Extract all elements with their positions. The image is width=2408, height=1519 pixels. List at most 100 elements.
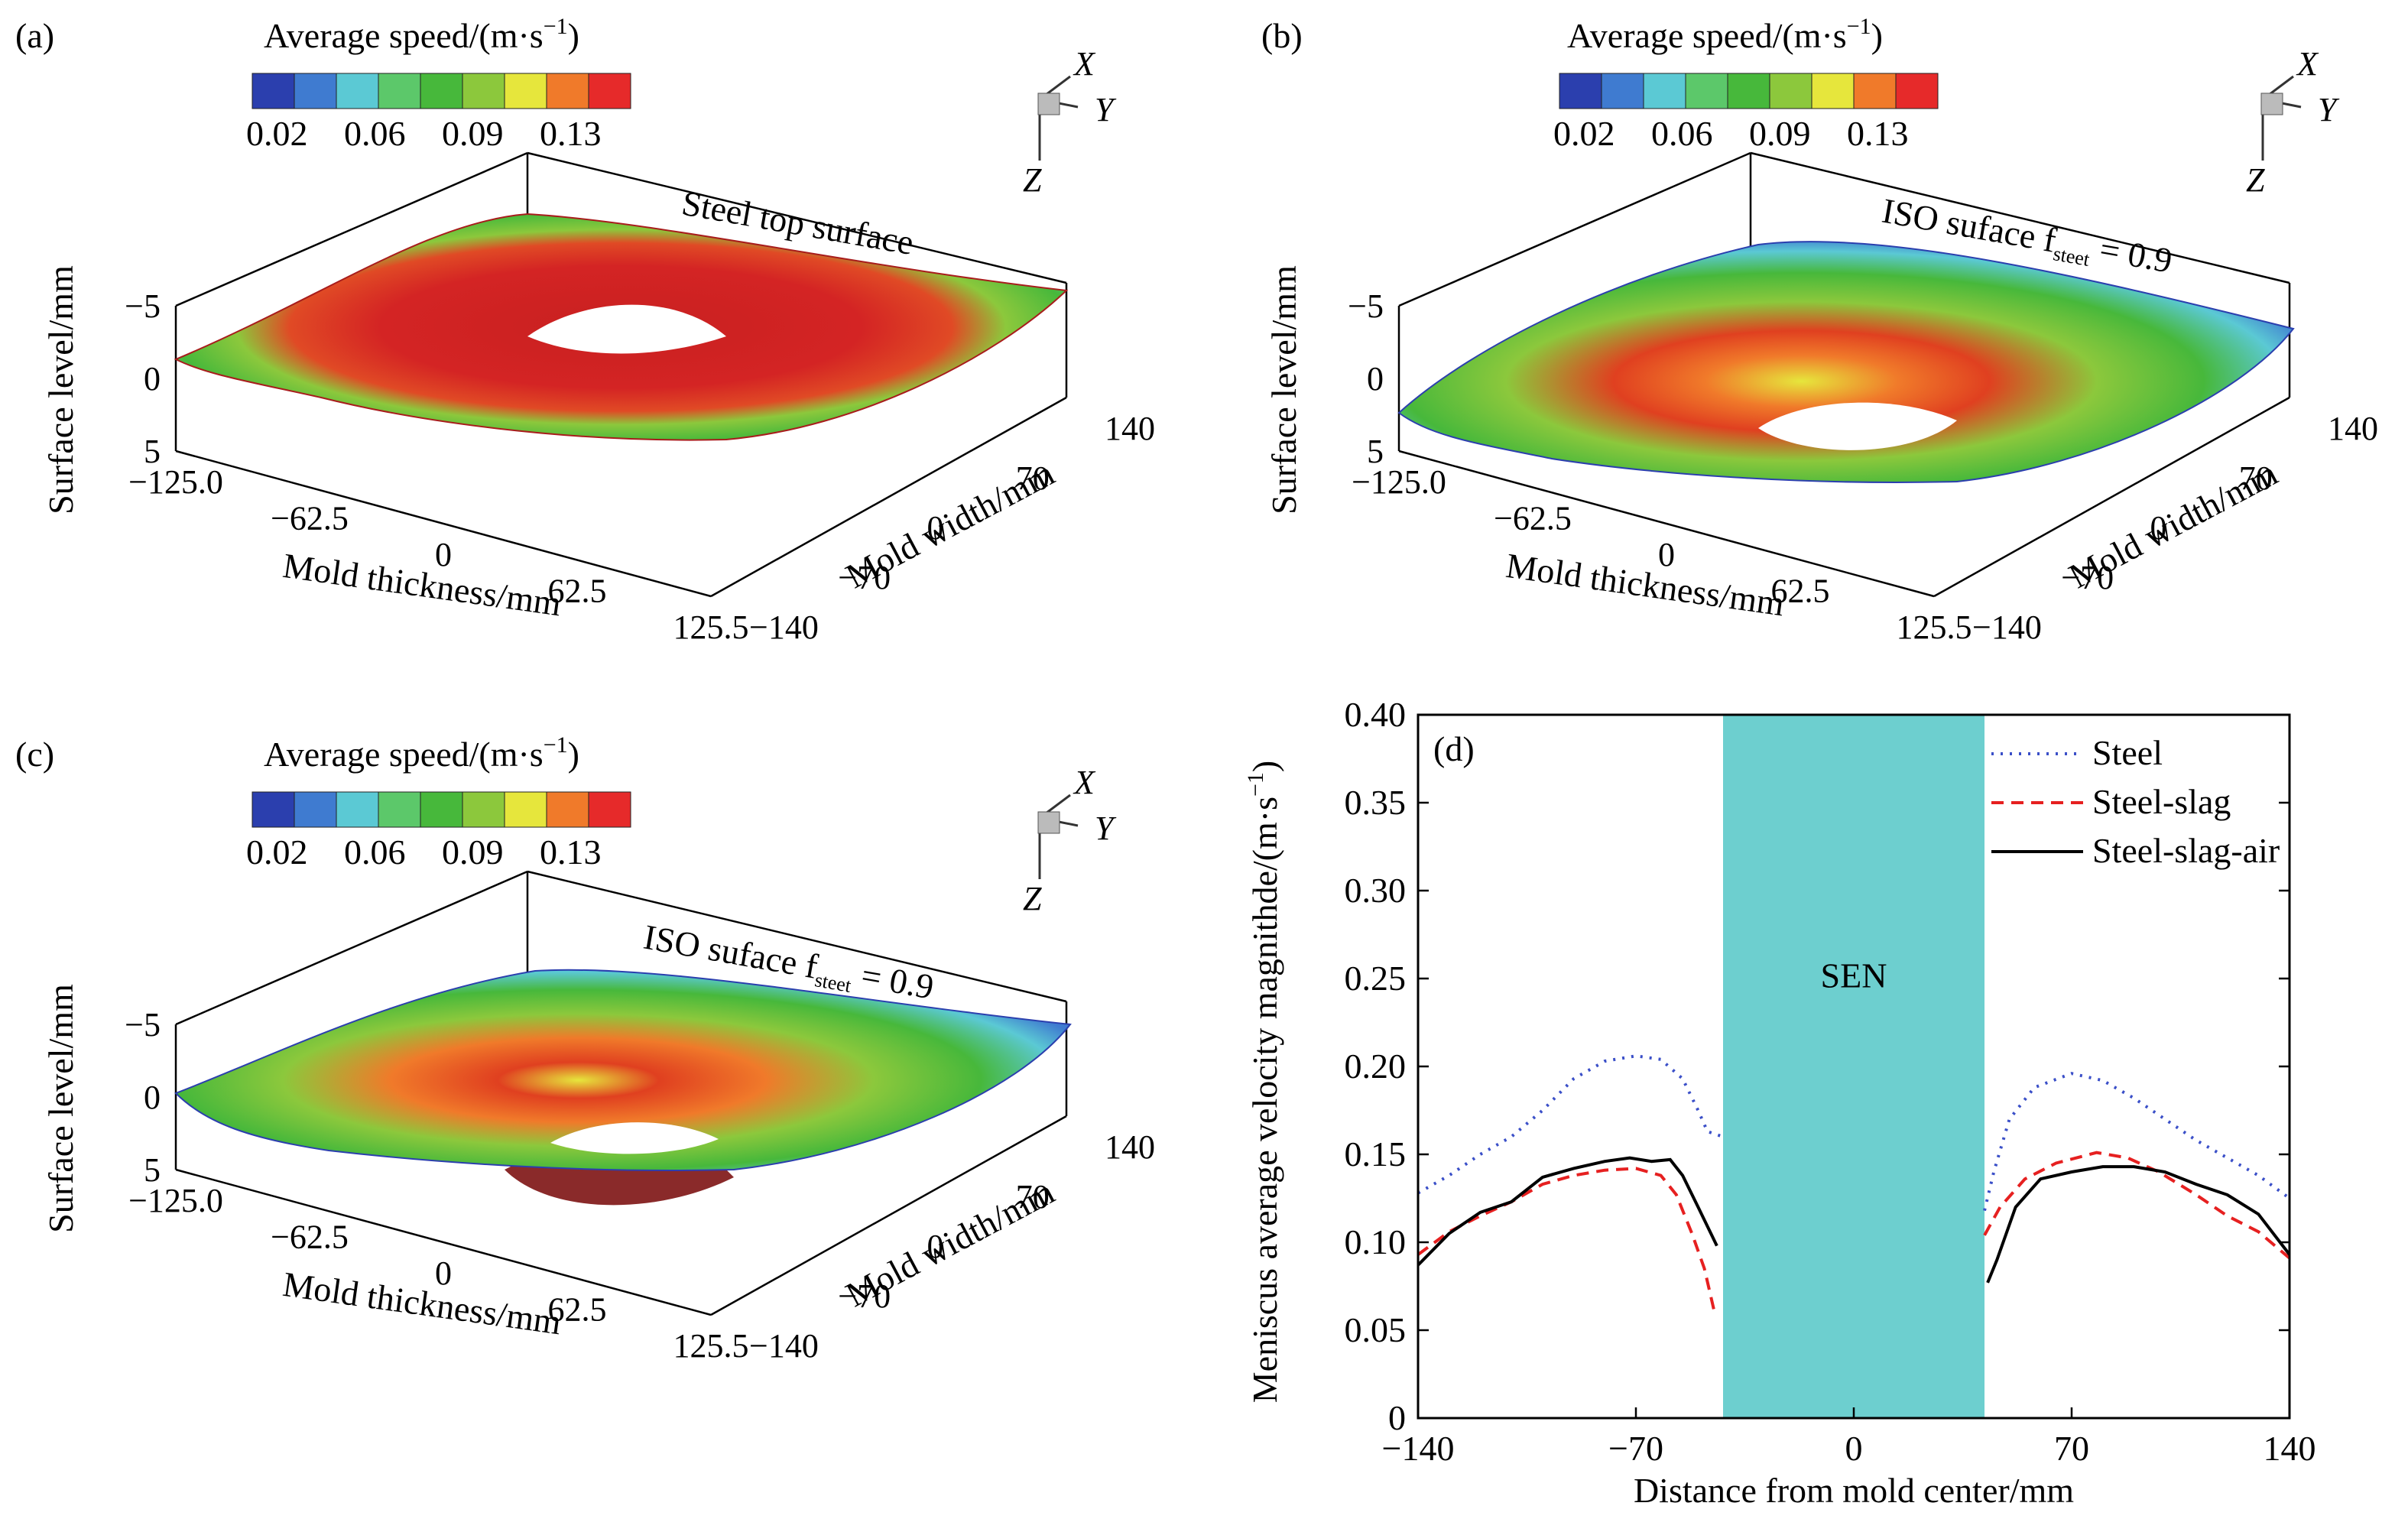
y-tick-label: 0.05	[1345, 1310, 1407, 1349]
thickness-axis-label: Mold thickness/mm	[281, 1264, 563, 1342]
width-tick-label: 70	[1016, 1178, 1050, 1216]
colorbar: Average speed/(m·s−1) 0.02 0.06 0.09 0.13	[1553, 14, 1939, 153]
colorbar-ticks: 0.02 0.06 0.09 0.13	[1553, 114, 1909, 153]
y-tick-label: 0.30	[1345, 871, 1407, 910]
x-tick-label: −70	[1608, 1429, 1663, 1468]
surface-tick-label: −5	[125, 1006, 161, 1044]
colorbar-title: Average speed/(m·s−1)	[264, 14, 579, 55]
colorbar-swatch	[294, 73, 337, 109]
colorbar-tick-label: 0.13	[1847, 114, 1909, 153]
panel-label: (b)	[1261, 16, 1303, 55]
colorbar-swatch	[588, 73, 631, 109]
series-line	[1983, 1072, 2291, 1212]
axis-triad: XY Z	[2246, 45, 2340, 199]
triad-label: X	[1073, 45, 1096, 83]
triad-label: Y	[1095, 810, 1117, 847]
box-edge	[1750, 151, 2290, 284]
colorbar-tick-label: 0.02	[246, 833, 308, 871]
width-tick-label: −140	[1972, 609, 2042, 646]
colorbar-swatch	[546, 73, 589, 109]
width-tick-label: 140	[1105, 410, 1155, 447]
width-tick-label: 0	[927, 509, 944, 547]
panel-a-figure: (a) Average speed/(m·s−1) 0.02 0.06 0.09 0.…	[15, 14, 1155, 646]
colorbar-ticks: 0.02 0.06 0.09 0.13	[246, 833, 602, 871]
sen-band	[1723, 715, 1984, 1418]
iso-surface	[1397, 241, 2295, 483]
colorbar-tick-label: 0.13	[540, 114, 602, 153]
plot-frame	[1417, 713, 2291, 1420]
width-tick-label: 70	[1016, 459, 1050, 497]
surface-tick-label: −5	[1348, 287, 1384, 325]
triad-label: Y	[1095, 91, 1117, 128]
y-axis-label: Meniscus average velocity magnithde/(m·s…	[1243, 761, 1284, 1404]
colorbar-swatch	[420, 791, 463, 828]
legend-label: Steel-slag	[2092, 782, 2231, 821]
thickness-tick-label: −62.5	[271, 500, 349, 537]
y-tick-label: 0.40	[1345, 695, 1407, 734]
colorbar-tick-label: 0.02	[246, 114, 308, 153]
width-tick-label: 70	[2239, 459, 2273, 497]
surface-axis-label: Surface level/mm	[41, 984, 80, 1233]
box-edge	[527, 151, 1067, 284]
colorbar: Average speed/(m·s−1) 0.02 0.06 0.09 0.13	[246, 732, 631, 871]
triad-label: Y	[2318, 91, 2340, 128]
colorbar-swatch	[252, 791, 295, 828]
colorbar: Average speed/(m·s−1) 0.02 0.06 0.09 0.13	[246, 14, 631, 153]
width-tick-label: −140	[749, 1327, 819, 1365]
colorbar-swatch	[1685, 73, 1728, 109]
box-edge	[1398, 450, 1935, 598]
y-tick-label: 0.10	[1345, 1222, 1407, 1261]
surface-underside	[505, 1162, 734, 1206]
colorbar-swatch	[1895, 73, 1939, 109]
box-edge	[175, 870, 528, 1026]
surface-tick-label: −5	[125, 287, 161, 325]
width-tick-label: 0	[2150, 509, 2167, 547]
legend-label: Steel-slag-air	[2092, 831, 2280, 870]
colorbar-tick-label: 0.09	[1749, 114, 1811, 153]
axis-ticks: 0 0.05 0.10 0.15 0.20 0.25 0.30 0.35 0.40 −140 −70…	[1345, 695, 2316, 1468]
colorbar-swatch	[504, 73, 547, 109]
colorbar-swatch	[588, 791, 631, 828]
thickness-tick-label: −62.5	[1494, 500, 1572, 537]
legend-label: Steel	[2092, 733, 2163, 772]
thickness-tick-label: 125.5	[673, 609, 749, 646]
colorbar-swatch	[336, 73, 379, 109]
colorbar-title: Average speed/(m·s−1)	[1567, 14, 1883, 55]
thickness-tick-label: 0	[1658, 536, 1675, 573]
box-edge	[175, 1168, 712, 1316]
colorbar-swatches	[252, 73, 631, 109]
width-tick-label: 140	[2328, 410, 2378, 447]
legend: Steel Steel-slag Steel-slag-air	[1991, 733, 2280, 870]
y-tick-label: 0.20	[1345, 1047, 1407, 1086]
box-edge	[710, 396, 1067, 598]
panel-b-figure: (b) Average speed/(m·s−1) 0.02 0.06 0.09 0.…	[1261, 14, 2378, 646]
width-axis-label: Mold width/mm	[2062, 453, 2283, 596]
axis-triad: XY Z	[1023, 764, 1117, 917]
colorbar-tick-label: 0.02	[1553, 114, 1615, 153]
surface-axis-label: Surface level/mm	[1264, 265, 1303, 514]
thickness-tick-label: −125.0	[128, 1182, 223, 1219]
box-edge	[527, 870, 1067, 1003]
colorbar-swatch	[1769, 73, 1812, 109]
surface-hole	[527, 304, 726, 354]
colorbar-swatch	[1643, 73, 1686, 109]
thickness-tick-label: −125.0	[1352, 463, 1446, 501]
colorbar-swatch	[1727, 73, 1770, 109]
colorbar-swatch	[462, 791, 505, 828]
triad-label: Z	[1023, 880, 1042, 917]
colorbar-title: Average speed/(m·s−1)	[264, 732, 579, 774]
thickness-axis-label: Mold thickness/mm	[1504, 546, 1787, 624]
surface-tick-label: 5	[144, 1151, 161, 1189]
width-tick-label: −70	[2061, 559, 2114, 596]
width-axis-label: Mold width/mm	[839, 1172, 1060, 1314]
panel-a: (a) Average speed/(m·s−1) 0.02 0.06 0.09 0.…	[0, 0, 1204, 760]
colorbar-tick-label: 0.06	[1651, 114, 1713, 153]
colorbar-tick-label: 0.09	[442, 114, 504, 153]
width-axis-label: Mold width/mm	[839, 453, 1060, 596]
surface-tick-label: 0	[144, 1079, 161, 1116]
panel-d-chart: SEN 0 0.05 0.10 0.15 0.20 0.25 0.30 0.35 0.40 −14…	[1243, 695, 2316, 1510]
triad-label: Z	[1023, 161, 1042, 199]
thickness-tick-label: −62.5	[271, 1219, 349, 1256]
colorbar-tick-label: 0.06	[344, 114, 406, 153]
thickness-tick-label: −125.0	[128, 463, 223, 501]
